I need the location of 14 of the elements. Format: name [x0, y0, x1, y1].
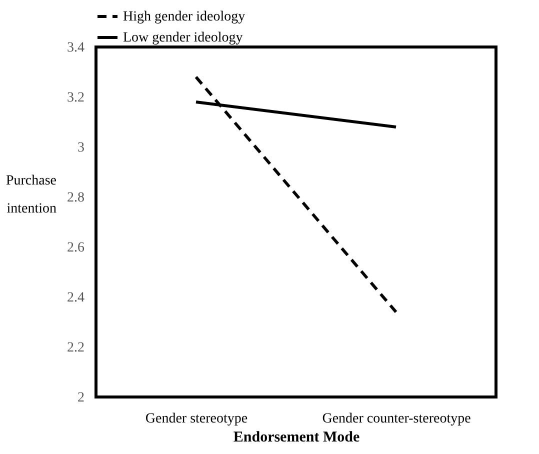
x-tick-label: Gender counter-stereotype	[322, 412, 471, 426]
y-tick-label: 2	[78, 390, 84, 406]
y-axis-title: Purchase intention	[6, 174, 56, 216]
legend-label: Low gender ideology	[123, 30, 243, 46]
y-tick-label: 2.4	[67, 290, 84, 306]
legend-label: High gender ideology	[123, 10, 246, 24]
y-tick-label: 3.4	[67, 40, 84, 56]
x-tick-label: Gender stereotype	[145, 412, 248, 426]
y-tick-label: 2.8	[67, 190, 84, 206]
y-tick-label: 3.2	[67, 90, 84, 106]
y-tick-label: 2.6	[67, 240, 84, 256]
y-tick-label: 3	[78, 140, 84, 156]
y-tick-label: 2.2	[67, 340, 84, 356]
x-axis-title: Endorsement Mode	[233, 430, 360, 446]
